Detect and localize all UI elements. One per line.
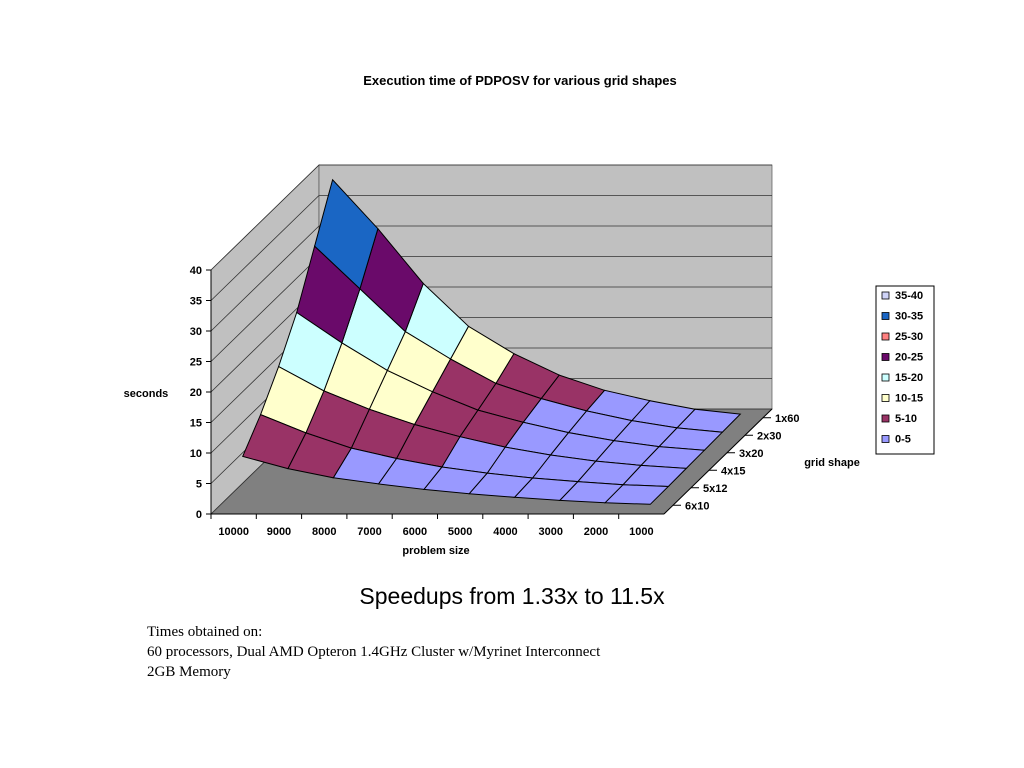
y-axis-line: [663, 408, 773, 515]
x-tick-label: 10000: [218, 526, 249, 538]
y-tick-label: 2x30: [757, 430, 781, 442]
x-tick-label: 6000: [403, 526, 427, 538]
legend-swatch: [881, 332, 890, 341]
x-axis-label: problem size: [402, 545, 469, 557]
notes-line: 2GB Memory: [147, 664, 231, 680]
speedup-headline: Speedups from 1.33x to 11.5x: [359, 583, 665, 609]
z-tick-label: 25: [190, 357, 202, 369]
legend-swatch: [881, 353, 890, 361]
z-tick-label: 30: [190, 326, 202, 338]
gridline: [210, 164, 772, 271]
z-axis-label: seconds: [124, 388, 169, 400]
z-tick-label: 35: [190, 296, 202, 308]
x-tick-label: 4000: [493, 526, 517, 538]
x-tick-label: 7000: [357, 526, 381, 538]
legend-entry: 35-40: [895, 290, 923, 302]
legend-entry: 0-5: [895, 434, 911, 446]
y-tick-label: 6x10: [685, 500, 709, 512]
gridline: [210, 195, 772, 301]
z-tick-label: 5: [196, 479, 202, 491]
chart-title: Execution time of PDPOSV for various gri…: [363, 73, 677, 88]
y-tick-label: 5x12: [703, 483, 727, 495]
x-tick-label: 5000: [448, 526, 472, 538]
legend-swatch: [881, 373, 890, 382]
z-tick-label: 15: [190, 418, 202, 430]
y-tick-label: 1x60: [775, 413, 799, 425]
z-tick-label: 10: [190, 448, 202, 460]
z-tick-label: 0: [196, 509, 202, 521]
legend: 35-40 30-35 25-30 20-25 15-20 10-15 5-10 0-5: [875, 285, 935, 455]
legend-swatch: [881, 435, 890, 443]
legend-entry: 30-35: [895, 311, 923, 323]
surface-cell: [242, 413, 307, 470]
legend-entry: 5-10: [895, 413, 917, 425]
x-tick-label: 1000: [629, 526, 653, 538]
legend-entry: 25-30: [895, 331, 923, 343]
notes-line: 60 processors, Dual AMD Opteron 1.4GHz C…: [147, 644, 601, 660]
x-tick-label: 3000: [539, 526, 563, 538]
x-tick-label: 2000: [584, 526, 608, 538]
surface-chart: Execution time of PDPOSV for various gri…: [124, 73, 935, 557]
x-tick-label: 9000: [267, 526, 291, 538]
legend-swatch: [881, 312, 890, 320]
notes-line: Times obtained on:: [147, 624, 263, 640]
legend-entry: 10-15: [895, 393, 923, 405]
z-tick-label: 40: [190, 265, 202, 277]
surface-plot: [242, 178, 742, 505]
x-tick-label: 8000: [312, 526, 336, 538]
legend-swatch: [881, 291, 890, 300]
gridline: [210, 225, 772, 332]
chart-axes: 0 5 10 15 20 25 30 35 40 seconds 10000 9000 8000 7000…: [124, 265, 860, 557]
legend-swatch: [881, 394, 890, 402]
y-tick-label: 3x20: [739, 448, 763, 460]
legend-swatch: [881, 414, 890, 423]
y-tick-label: 4x15: [721, 465, 745, 477]
y-axis-label: grid shape: [804, 457, 860, 469]
notes: Times obtained on: 60 processors, Dual A…: [147, 622, 600, 682]
z-tick-label: 20: [190, 387, 202, 399]
legend-entry: 15-20: [895, 372, 923, 384]
legend-entry: 20-25: [895, 352, 923, 364]
